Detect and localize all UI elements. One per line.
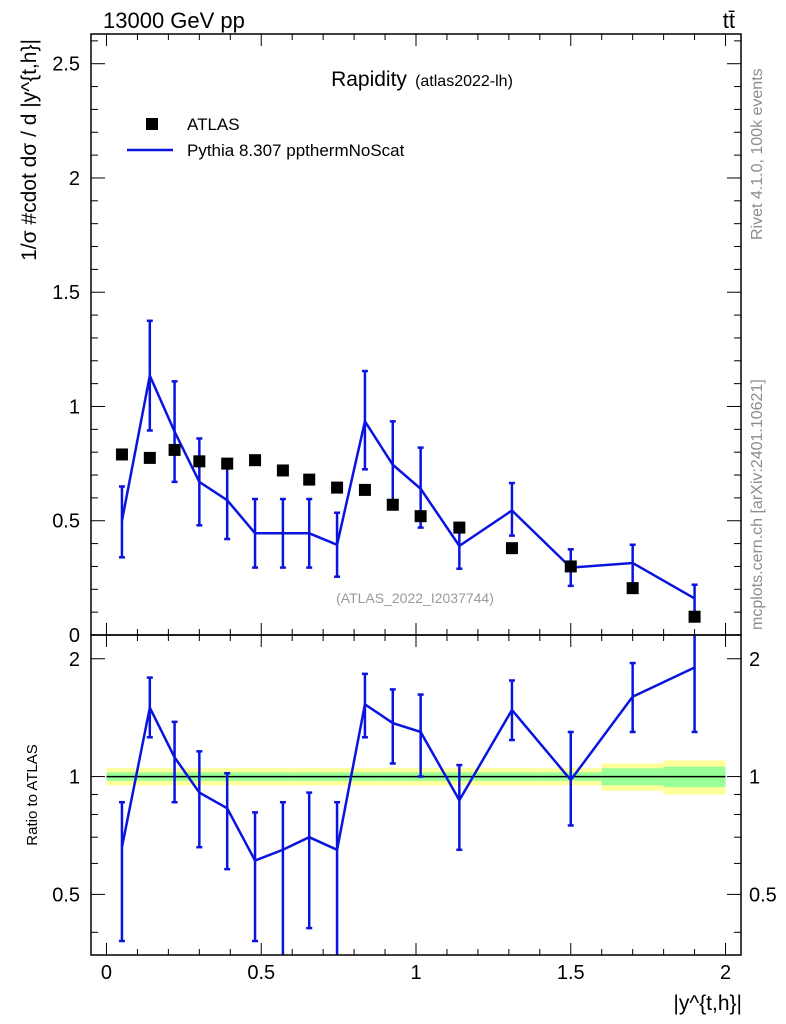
main-panel: 0 0.5 1 1.5 2 2.5 Rapidity (atlas2022-lh) (AT… — [18, 33, 742, 955]
ratio-y-tick-label: 2 — [69, 649, 80, 671]
x-tick-label: 2 — [720, 962, 731, 984]
atlas-point — [505, 542, 518, 555]
ratio-y-tick-label-right: 1 — [749, 767, 760, 789]
atlas-point — [168, 443, 181, 456]
rivet-version-label: Rivet 4.1.0, 100k events — [749, 68, 766, 240]
atlas-point — [276, 464, 289, 477]
atlas-point — [221, 457, 234, 470]
atlas-point — [626, 582, 639, 595]
x-tick-label: 1.5 — [557, 962, 585, 984]
atlas-point — [143, 451, 156, 464]
atlas-point — [414, 510, 427, 523]
legend-label-atlas: ATLAS — [187, 115, 240, 134]
main-axis-ticks: 0 0.5 1 1.5 2 2.5 — [52, 34, 741, 955]
ratio-y-tick-label-right: 0.5 — [749, 884, 777, 906]
ratio-data-marks — [118, 635, 698, 955]
ratio-frame — [90, 634, 742, 956]
atlas-point — [386, 498, 399, 511]
x-tick-label: 0 — [101, 962, 112, 984]
atlas-point — [453, 521, 466, 534]
atlas-point — [115, 448, 128, 461]
ratio-y-tick-label: 0.5 — [52, 884, 80, 906]
main-y-tick-label: 0 — [69, 625, 80, 647]
main-y-label: 1/σ #cdot dσ / d |y^{t,h}| — [18, 39, 41, 261]
main-y-tick-label: 1.5 — [52, 282, 80, 304]
atlas-point — [688, 610, 701, 623]
x-axis-label: |y^{t,h}| — [673, 992, 742, 1015]
atlas-point — [303, 473, 316, 486]
legend: ATLAS Pythia 8.307 ppthermNoScat — [127, 115, 405, 160]
legend-marker-atlas — [146, 118, 158, 130]
atlas-point — [249, 454, 262, 467]
ratio-panel: 0.5 0.5 1 1 2 2 0 0.5 1 1.5 2 Ratio to ATLAS |y^{t… — [24, 634, 777, 1015]
pythia-line — [120, 371, 696, 600]
process-label: tt̄ — [723, 8, 735, 33]
main-y-tick-label: 0.5 — [52, 511, 80, 533]
ratio-y-tick-label-right: 2 — [749, 649, 760, 671]
main-y-tick-label: 2 — [69, 168, 80, 190]
analysis-watermark: (ATLAS_2022_I2037744) — [336, 590, 494, 606]
ratio-axis-ticks: 0.5 0.5 1 1 2 2 0 0.5 1 1.5 2 — [52, 649, 777, 984]
main-y-tick-label: 2.5 — [52, 54, 80, 76]
x-tick-label: 0.5 — [247, 962, 275, 984]
x-tick-label: 1 — [410, 962, 421, 984]
mcplots-label: mcplots.cern.ch [arXiv:2401.10621] — [749, 379, 766, 630]
atlas-point — [331, 481, 344, 494]
main-y-tick-label: 1 — [69, 396, 80, 418]
legend-label-pythia: Pythia 8.307 ppthermNoScat — [187, 141, 405, 160]
atlas-point — [358, 483, 371, 496]
main-data-marks — [115, 319, 701, 623]
plot-subtitle: (atlas2022-lh) — [415, 73, 513, 90]
atlas-point — [564, 560, 577, 573]
ratio-y-tick-label: 1 — [69, 767, 80, 789]
plot-title: Rapidity — [331, 68, 407, 91]
energy-label: 13000 GeV pp — [103, 8, 245, 33]
atlas-point — [193, 455, 206, 468]
ratio-y-label: Ratio to ATLAS — [24, 744, 41, 845]
